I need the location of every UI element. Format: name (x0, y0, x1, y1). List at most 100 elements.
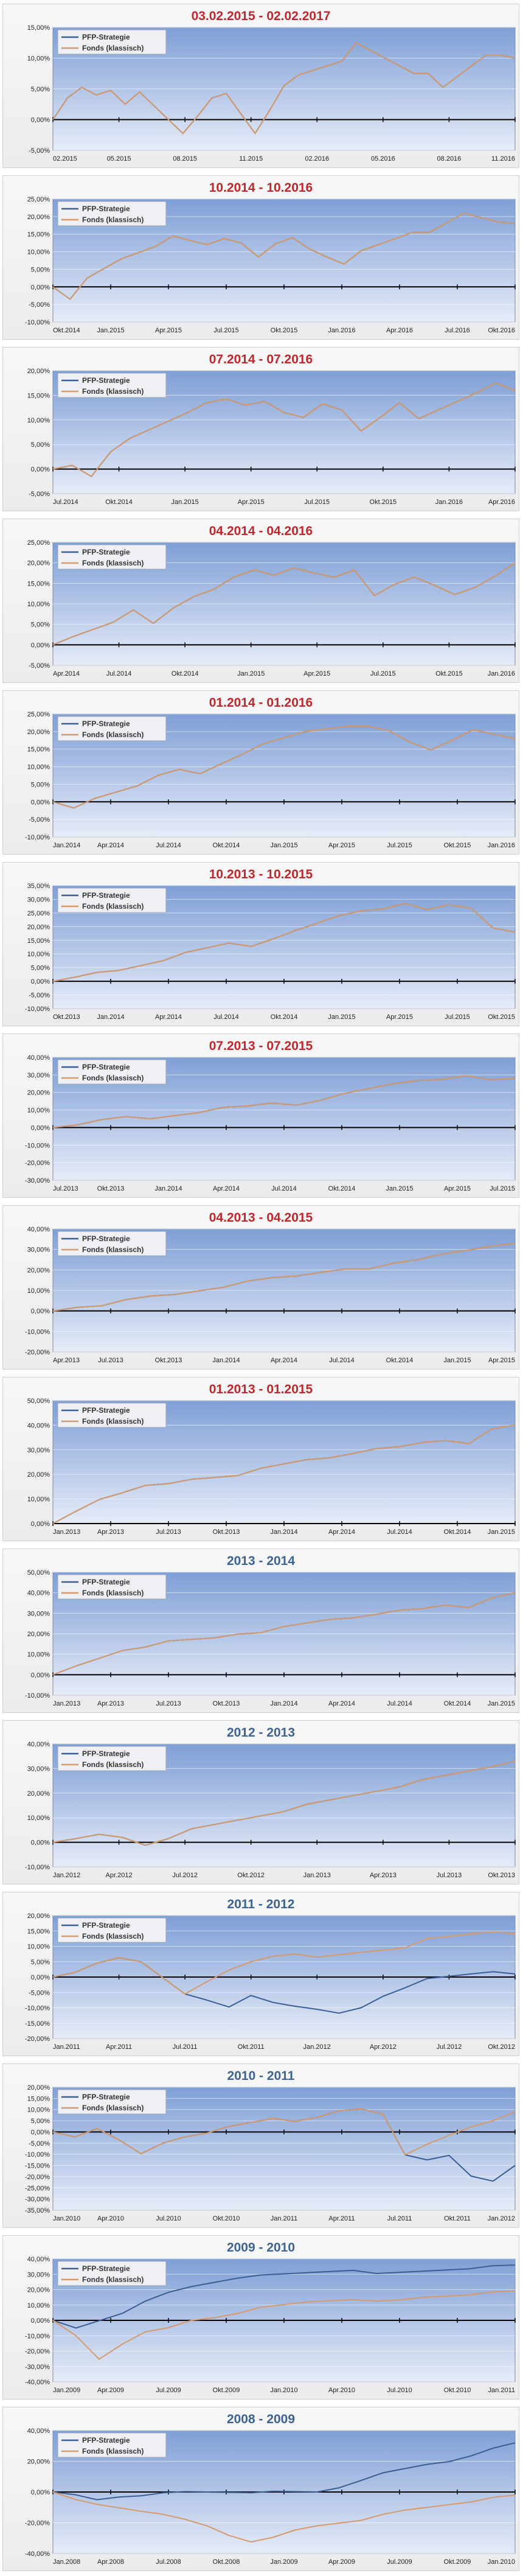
y-tick-label: -5,00% (29, 662, 50, 670)
chart-svg: 25,00% 20,00% 15,00% 10,00% 5,00% 0,00% -5,00%… (25, 711, 516, 849)
y-tick-label: 25,00% (27, 539, 50, 547)
chart-svg: 15,00% 10,00% 5,00% 0,00% -5,00%02.2015 05.20… (27, 24, 516, 163)
chart-svg: 20,00% 15,00% 10,00% 5,00% 0,00% -5,00% -10,00… (25, 1913, 516, 2051)
x-tick-label: Jan.2010 (488, 2558, 515, 2566)
x-tick-label: Jan.2015 (270, 842, 297, 849)
x-tick-label: Jan.2009 (53, 2387, 80, 2394)
y-tick-label: 30,00% (27, 1610, 50, 1617)
x-tick-label: Jul.2013 (156, 1528, 181, 1536)
legend (57, 2089, 167, 2115)
legend-label: Fonds (klassisch) (82, 902, 144, 911)
y-tick-label: -25,00% (25, 2185, 50, 2192)
series-line-fonds (52, 1242, 516, 1312)
x-tick-label: Okt.2010 (213, 2215, 240, 2222)
x-tick-label: Apr.2013 (97, 1528, 124, 1536)
y-tick-label: 50,00% (27, 1569, 50, 1577)
legend-label: Fonds (klassisch) (82, 1417, 144, 1426)
chart-svg: 35,00% 30,00% 25,00% 20,00% 15,00% 10,00% 5,00… (25, 883, 516, 1021)
series-line-fonds (52, 1931, 516, 1995)
legend-label: Fonds (klassisch) (82, 1589, 144, 1597)
x-tick-label: 05.2015 (107, 155, 131, 163)
y-tick-label: 20,00% (27, 923, 50, 931)
y-tick-label: -5,00% (29, 301, 50, 309)
x-tick-label: Jan.2015 (488, 1700, 515, 1707)
y-tick-label: 30,00% (27, 2271, 50, 2278)
chart-title: 10.2013 - 10.2015 (209, 867, 313, 881)
chart-title: 03.02.2015 - 02.02.2017 (191, 9, 331, 23)
y-tick-label: 10,00% (27, 2107, 50, 2114)
y-tick-label: -20,00% (25, 2035, 50, 2043)
y-tick-label: -10,00% (25, 319, 50, 326)
y-tick-label: -5,00% (29, 491, 50, 498)
x-tick-label: Apr.2013 (97, 1700, 124, 1707)
series-line-fonds (52, 2491, 516, 2543)
x-tick-label: Jan.2014 (212, 1357, 240, 1364)
y-tick-label: 15,00% (27, 24, 50, 32)
x-tick-label: Jul.2013 (437, 1872, 462, 1879)
chart-title: 2012 - 2013 (226, 1726, 296, 1740)
legend-label: Fonds (klassisch) (82, 1074, 144, 1082)
y-tick-label: 30,00% (27, 1247, 50, 1254)
x-tick-label: Okt.2015 (370, 499, 397, 506)
series-line-fonds (52, 903, 516, 982)
legend (57, 29, 167, 55)
y-tick-label: 30,00% (27, 1072, 50, 1079)
x-tick-label: Jul.2010 (156, 2215, 181, 2222)
x-tick-label: Apr.2015 (155, 327, 182, 334)
y-tick-label: 10,00% (27, 1815, 50, 1822)
x-tick-label: Apr.2011 (106, 2043, 132, 2051)
x-tick-label: Okt.2012 (237, 1872, 265, 1879)
x-tick-label: Jul.2016 (445, 327, 470, 334)
y-tick-label: 5,00% (31, 86, 50, 93)
x-tick-label: Jan.2013 (53, 1528, 80, 1536)
legend (57, 1059, 167, 1085)
y-tick-label: -10,00% (25, 1692, 50, 1699)
legend-label: PFP-Strategie (82, 2264, 130, 2273)
x-tick-label: Apr.2014 (213, 1185, 240, 1192)
x-tick-label: Apr.2014 (328, 1528, 355, 1536)
legend-label: PFP-Strategie (82, 2093, 130, 2101)
x-tick-label: 11.2016 (491, 155, 515, 163)
chart-panel: 01.2013 - 01.2015 50,00% 40,00% 30,00% 20,00… (2, 1377, 519, 1541)
y-tick-label: 15,00% (27, 2095, 50, 2102)
legend-label: Fonds (klassisch) (82, 215, 144, 224)
legend (57, 1746, 167, 1771)
legend (57, 373, 167, 398)
x-tick-label: Apr.2008 (97, 2558, 124, 2566)
y-tick-label: 0,00% (31, 978, 50, 985)
series-line-fonds (52, 1075, 516, 1129)
legend-label: PFP-Strategie (82, 1578, 130, 1586)
y-tick-label: -10,00% (25, 2005, 50, 2012)
x-tick-label: Jan.2015 (328, 1013, 355, 1021)
y-tick-label: -5,00% (29, 147, 50, 155)
x-tick-label: Jul.2015 (490, 1185, 515, 1192)
y-tick-label: 10,00% (27, 1651, 50, 1659)
x-tick-label: Okt.2013 (488, 1872, 515, 1879)
chart-title: 07.2014 - 07.2016 (209, 352, 313, 366)
chart-panel: 2013 - 2014 50,00% 40,00% 30,00% 20,00% 10,00… (2, 1549, 519, 1713)
x-tick-label: Jan.2011 (53, 2043, 80, 2051)
x-tick-label: Okt.2014 (444, 1528, 471, 1536)
y-tick-label: 20,00% (27, 368, 50, 375)
x-tick-label: Jan.2015 (443, 1357, 471, 1364)
x-tick-label: Jan.2016 (435, 499, 463, 506)
y-tick-label: 0,00% (31, 1974, 50, 1981)
legend-label: PFP-Strategie (82, 548, 130, 556)
y-tick-label: 0,00% (31, 284, 50, 291)
x-tick-label: Okt.2013 (53, 1013, 80, 1021)
y-tick-label: -10,00% (25, 834, 50, 841)
y-tick-label: 20,00% (27, 560, 50, 567)
y-tick-label: -40,00% (25, 2379, 50, 2386)
y-tick-label: 20,00% (27, 2287, 50, 2294)
y-tick-label: 5,00% (31, 781, 50, 788)
x-tick-label: Jul.2013 (98, 1357, 123, 1364)
x-tick-label: Apr.2015 (444, 1185, 471, 1192)
y-tick-label: 30,00% (27, 1765, 50, 1773)
y-tick-label: 15,00% (27, 392, 50, 399)
y-tick-label: 35,00% (27, 883, 50, 890)
y-tick-label: 10,00% (27, 1496, 50, 1503)
x-tick-label: Jul.2011 (173, 2043, 198, 2051)
y-tick-label: 0,00% (31, 2489, 50, 2496)
x-tick-label: Jan.2015 (97, 327, 124, 334)
